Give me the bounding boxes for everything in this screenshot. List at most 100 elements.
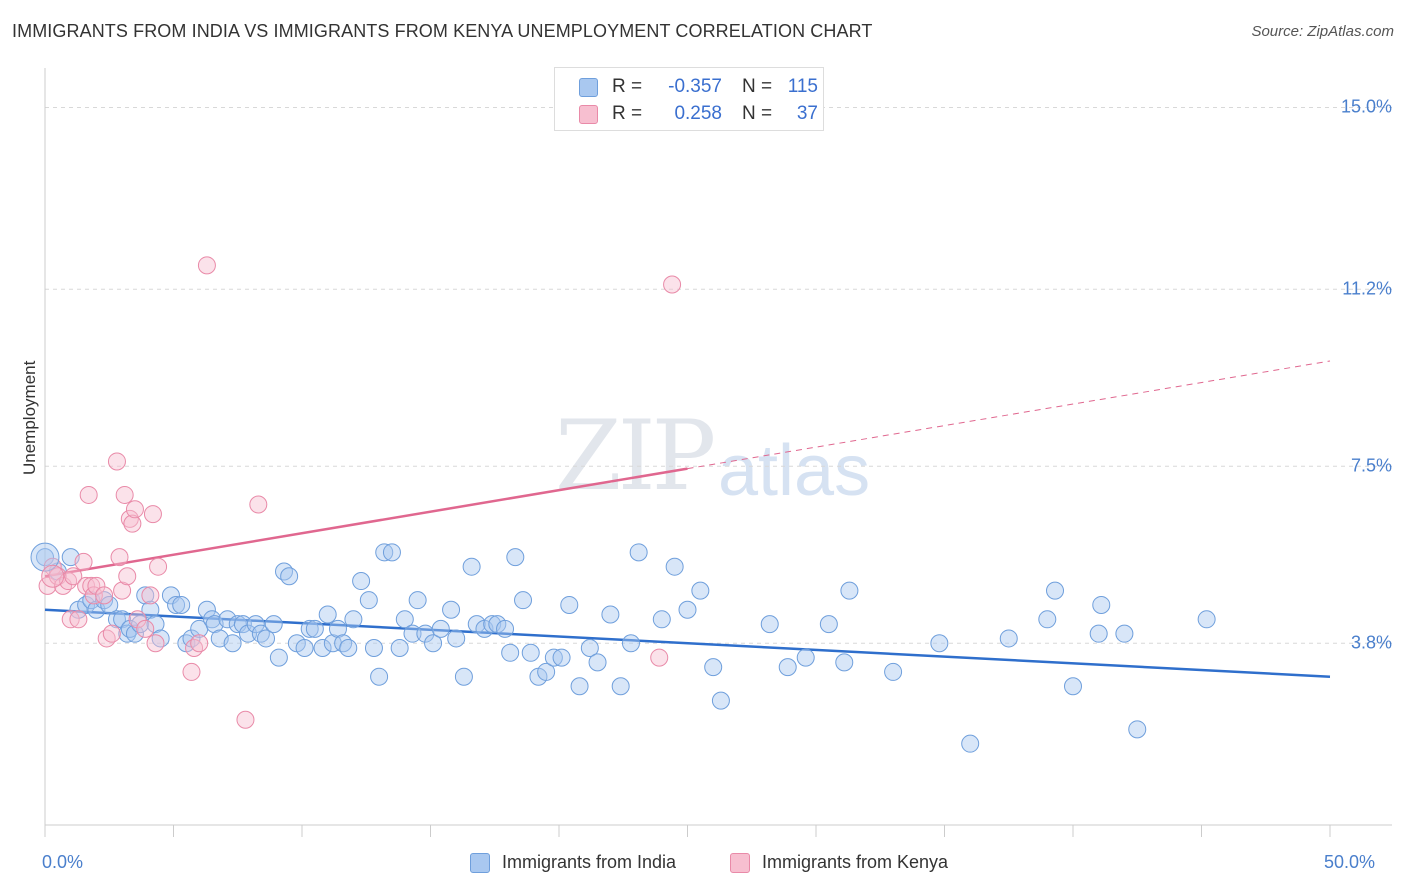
india-point — [580, 639, 599, 658]
india-point — [496, 619, 515, 638]
india-point — [796, 648, 815, 667]
data-points — [30, 256, 1216, 753]
india-point — [1038, 610, 1057, 629]
india-n-label: N = — [742, 76, 773, 97]
india-point — [352, 572, 371, 591]
kenya-point — [107, 452, 126, 471]
india-point — [408, 591, 427, 610]
india-point — [1089, 624, 1108, 643]
india-point — [334, 634, 353, 653]
india-point — [835, 653, 854, 672]
india-point — [884, 662, 903, 681]
kenya-point — [95, 586, 114, 605]
kenya-point — [182, 662, 201, 681]
india-point — [107, 610, 126, 629]
india-point — [611, 677, 630, 696]
y-tick-label: 15.0% — [1340, 96, 1392, 117]
kenya-point — [110, 548, 129, 567]
india-point — [100, 595, 119, 614]
india-point — [560, 595, 579, 614]
india-point — [300, 619, 319, 638]
kenya-point — [197, 256, 216, 275]
india-point — [118, 624, 137, 643]
legend-row-kenya: R = 0.258 N = 37 — [579, 103, 818, 125]
india-point — [588, 653, 607, 672]
india-legend-label: Immigrants from India — [502, 852, 677, 872]
y-axis-label: Unemployment — [20, 360, 39, 475]
kenya-r-value: 0.258 — [674, 103, 722, 124]
india-point — [305, 619, 324, 638]
legend-item-kenya[interactable]: Immigrants from Kenya — [730, 852, 948, 873]
x-tick-min: 0.0% — [42, 852, 84, 872]
gridlines — [45, 106, 1392, 644]
kenya-trend-line — [44, 467, 688, 578]
india-point — [295, 639, 314, 658]
kenya-point — [249, 495, 268, 514]
india-point — [313, 639, 332, 658]
trend-lines — [44, 360, 1331, 678]
india-point — [711, 691, 730, 710]
chart-title: IMMIGRANTS FROM INDIA VS IMMIGRANTS FROM… — [12, 21, 873, 41]
india-point — [537, 662, 556, 681]
india-point — [454, 667, 473, 686]
india-point — [544, 648, 563, 667]
india-point — [120, 619, 139, 638]
legend-item-india[interactable]: Immigrants from India — [470, 852, 676, 873]
india-point — [930, 634, 949, 653]
kenya-point — [650, 648, 669, 667]
india-point-large — [30, 542, 60, 572]
india-point — [514, 591, 533, 610]
india-point — [328, 619, 347, 638]
india-point — [246, 615, 265, 634]
kenya-point — [64, 567, 83, 586]
kenya-point — [143, 505, 162, 524]
india-point — [364, 639, 383, 658]
india-point — [403, 624, 422, 643]
india-point — [275, 562, 294, 581]
india-point — [1197, 610, 1216, 629]
source-label[interactable]: Source: ZipAtlas.com — [1251, 23, 1394, 40]
kenya-point — [136, 619, 155, 638]
india-point — [151, 629, 170, 648]
kenya-point — [115, 485, 134, 504]
series-legend: Immigrants from India Immigrants from Ke… — [0, 852, 1406, 876]
legend-row-india: R = -0.357 N = 115 — [579, 76, 818, 98]
india-point — [167, 595, 186, 614]
kenya-point — [149, 557, 168, 576]
india-point — [359, 591, 378, 610]
india-point — [125, 624, 144, 643]
kenya-n-label: N = — [742, 103, 773, 124]
india-point — [601, 605, 620, 624]
kenya-r-label: R = — [612, 103, 643, 124]
india-trend-line — [44, 608, 1331, 678]
india-point — [442, 600, 461, 619]
kenya-point — [125, 500, 144, 519]
kenya-trend-extension — [687, 360, 1331, 470]
india-point — [390, 639, 409, 658]
india-point — [269, 648, 288, 667]
india-point — [1115, 624, 1134, 643]
india-point — [131, 615, 150, 634]
kenya-legend-icon — [730, 852, 750, 873]
kenya-point-large — [41, 564, 65, 588]
india-swatch-icon — [579, 77, 598, 97]
watermark-zip: ZIP — [555, 400, 716, 512]
india-point — [382, 543, 401, 562]
india-point — [113, 610, 132, 629]
india-point — [961, 734, 980, 753]
india-point — [95, 591, 114, 610]
kenya-point — [69, 610, 88, 629]
india-point — [431, 619, 450, 638]
india-point — [629, 543, 648, 562]
axes — [44, 68, 1392, 837]
india-point — [1046, 581, 1065, 600]
india-r-value: -0.357 — [668, 76, 722, 97]
india-point — [36, 548, 54, 567]
india-point — [344, 610, 363, 629]
kenya-point — [141, 586, 160, 605]
india-point — [136, 586, 155, 605]
india-point — [1092, 595, 1111, 614]
india-point — [521, 643, 540, 662]
india-point — [704, 658, 723, 677]
